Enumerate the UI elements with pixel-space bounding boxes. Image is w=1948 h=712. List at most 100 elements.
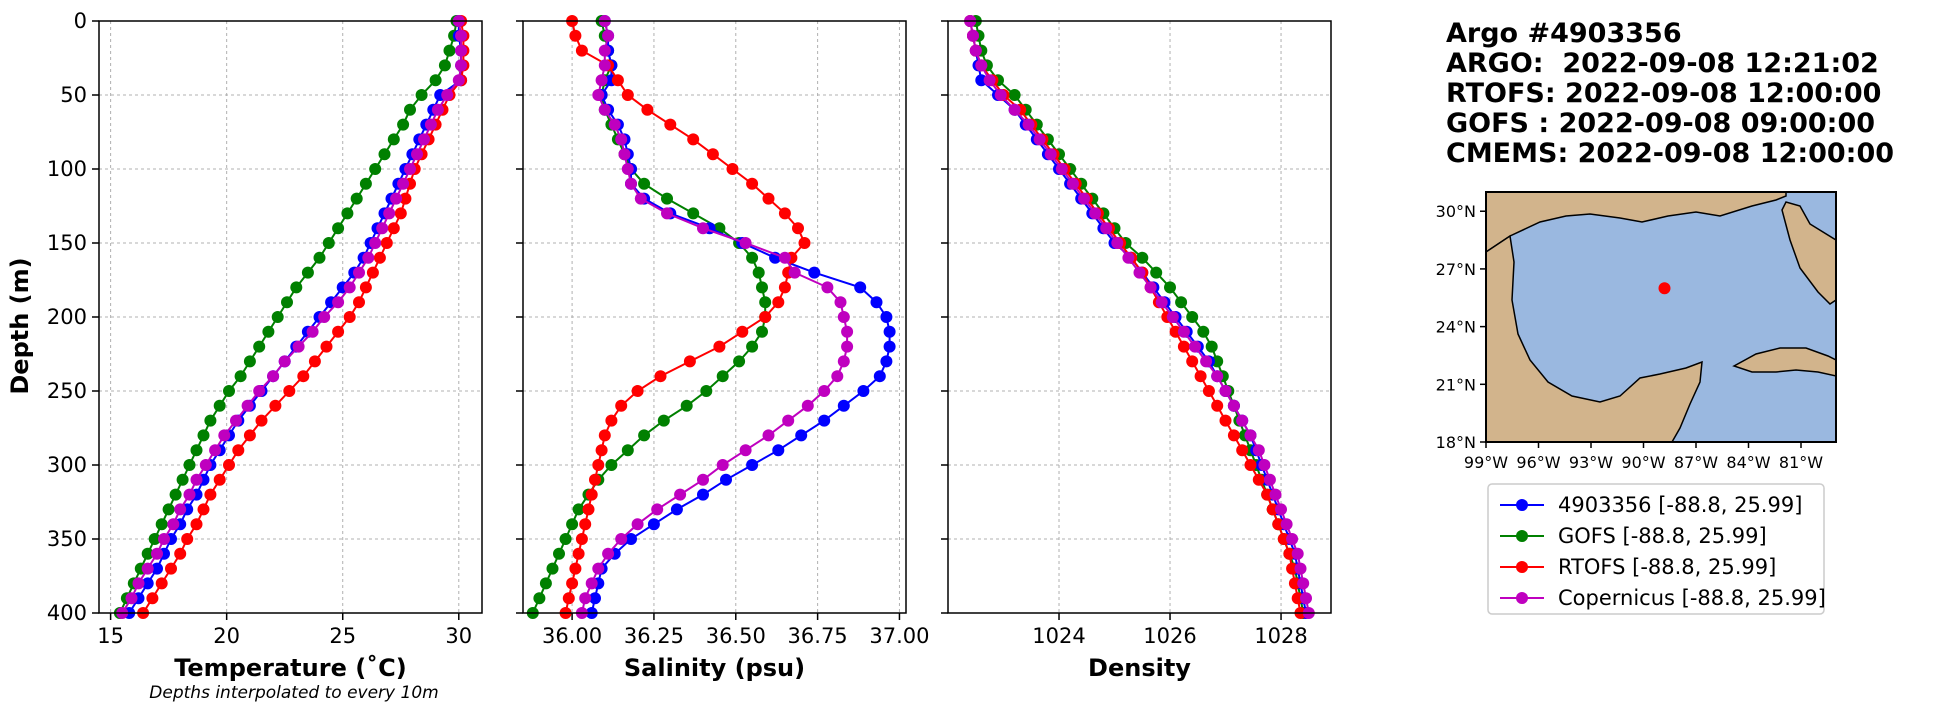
- data-point-rtofs: [631, 385, 644, 397]
- data-point-gofs: [1175, 296, 1188, 309]
- data-point-gofs: [322, 237, 335, 249]
- data-point-copernicus: [697, 473, 709, 486]
- data-point-copernicus: [739, 444, 752, 457]
- data-point-gofs: [341, 207, 354, 220]
- data-point-copernicus: [841, 340, 854, 353]
- data-point-copernicus: [441, 89, 454, 101]
- data-point-copernicus: [608, 118, 621, 131]
- data-point-argo: [873, 370, 886, 383]
- data-point-rtofs: [706, 148, 719, 161]
- data-point-argo: [854, 281, 867, 294]
- map-lat-label: 27°N: [1436, 260, 1476, 279]
- data-point-argo: [697, 488, 709, 501]
- y-tick-label: 300: [47, 453, 87, 477]
- map-land-mexico: [1485, 234, 1703, 443]
- data-point-copernicus: [634, 192, 647, 205]
- data-point-rtofs: [297, 370, 310, 383]
- data-point-gofs: [1136, 251, 1149, 264]
- data-point-gofs: [204, 414, 217, 427]
- data-point-copernicus: [1166, 311, 1179, 323]
- data-point-gofs: [155, 518, 168, 531]
- data-point-gofs: [700, 385, 713, 397]
- data-point-rtofs: [736, 325, 749, 338]
- data-point-gofs: [539, 577, 552, 590]
- data-point-rtofs: [1211, 399, 1224, 412]
- data-point-rtofs: [605, 414, 618, 427]
- data-point-rtofs: [579, 518, 592, 531]
- data-point-gofs: [141, 547, 154, 560]
- x-axis-label: Temperature (˚C): [174, 654, 407, 682]
- data-point-rtofs: [759, 311, 772, 323]
- data-point-rtofs: [611, 74, 624, 87]
- data-point-gofs: [638, 429, 651, 442]
- data-point-argo: [808, 266, 821, 279]
- y-tick-label: 150: [47, 231, 87, 255]
- data-point-gofs: [253, 340, 266, 353]
- data-point-copernicus: [1200, 355, 1213, 368]
- data-point-copernicus: [199, 459, 212, 471]
- data-point-copernicus: [621, 163, 634, 175]
- data-point-copernicus: [241, 399, 254, 412]
- data-point-copernicus: [818, 385, 831, 397]
- data-point-gofs: [415, 89, 428, 101]
- data-point-argo: [883, 325, 896, 338]
- data-point-rtofs: [308, 355, 321, 368]
- data-point-copernicus: [1008, 103, 1021, 116]
- data-point-rtofs: [621, 89, 634, 101]
- legend-label-gofs: GOFS [-88.8, 25.99]: [1558, 524, 1767, 548]
- data-point-argo: [880, 311, 893, 323]
- data-point-rtofs: [598, 429, 611, 442]
- data-point-copernicus: [975, 59, 988, 72]
- data-point-gofs: [313, 251, 326, 264]
- data-point-gofs: [443, 44, 456, 57]
- data-point-rtofs: [713, 340, 726, 353]
- data-point-argo: [772, 444, 785, 457]
- data-point-rtofs: [243, 429, 256, 442]
- data-point-copernicus: [1294, 562, 1307, 575]
- data-point-copernicus: [1244, 429, 1257, 442]
- data-point-rtofs: [359, 281, 372, 294]
- argo-location-marker: [1658, 282, 1671, 295]
- data-point-copernicus: [595, 74, 608, 87]
- data-point-copernicus: [598, 59, 611, 72]
- data-point-rtofs: [283, 385, 296, 397]
- data-point-rtofs: [792, 222, 804, 235]
- density-panel: 1024 1026 1028 Density: [941, 15, 1332, 682]
- data-point-copernicus: [318, 311, 331, 323]
- data-point-rtofs: [165, 562, 177, 575]
- data-point-copernicus: [625, 177, 637, 190]
- data-point-copernicus: [1022, 118, 1035, 131]
- data-point-gofs: [332, 222, 345, 235]
- depth-interpolation-note: Depths interpolated to every 10m: [149, 683, 438, 703]
- legend-frame: [1487, 483, 1825, 615]
- x-tick-label: 37.00: [869, 624, 929, 648]
- x-tick-label: 1026: [1143, 624, 1196, 648]
- data-point-gofs: [661, 192, 673, 205]
- data-point-rtofs: [592, 459, 605, 471]
- data-point-gofs: [359, 177, 372, 190]
- data-point-argo: [883, 340, 896, 353]
- data-point-rtofs: [1286, 562, 1299, 575]
- data-point-gofs: [752, 266, 765, 279]
- map-lon-label: 84°W: [1726, 453, 1770, 472]
- data-point-rtofs: [575, 533, 588, 545]
- data-point-gofs: [281, 296, 293, 309]
- x-tick-label: 25: [329, 624, 356, 648]
- map-frame: [1485, 191, 1837, 443]
- depth-axis-label: Depth (m): [6, 257, 34, 394]
- axes-frame: [522, 20, 907, 614]
- data-point-rtofs: [353, 296, 365, 309]
- salinity-panel: 36.00 36.25 36.50 36.75 37.00 Salinity (psu): [516, 15, 930, 682]
- data-point-copernicus: [967, 29, 979, 42]
- data-point-rtofs: [269, 399, 282, 412]
- data-point-copernicus: [1066, 177, 1079, 190]
- data-point-argo: [589, 592, 601, 605]
- header-gofs-time: GOFS : 2022-09-08 09:00:00: [1446, 108, 1875, 139]
- data-point-rtofs: [778, 281, 791, 294]
- x-tick-label: 36.75: [788, 624, 848, 648]
- data-point-copernicus: [994, 89, 1007, 101]
- data-point-gofs: [657, 414, 670, 427]
- x-tick-label: 30: [445, 624, 472, 648]
- data-point-copernicus: [592, 562, 605, 575]
- data-point-copernicus: [1144, 281, 1157, 294]
